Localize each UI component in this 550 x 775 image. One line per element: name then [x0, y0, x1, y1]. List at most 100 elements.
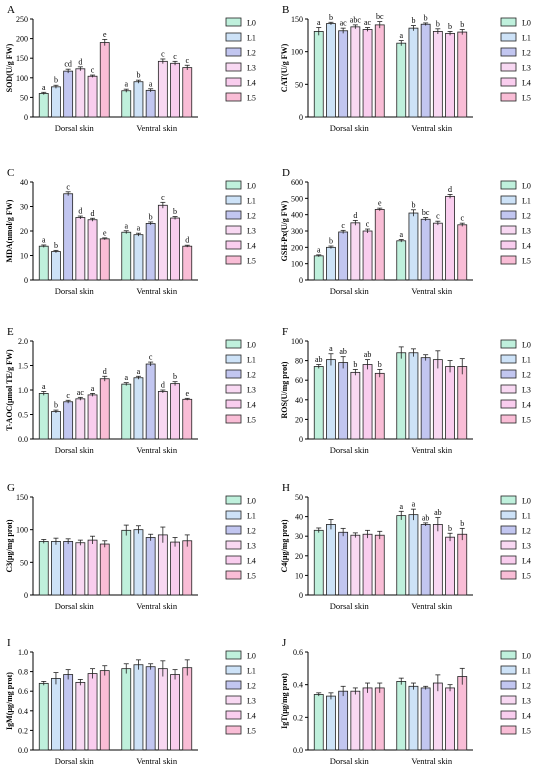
y-tick-label: 0	[24, 276, 28, 285]
category-label: Dorsal skin	[55, 445, 95, 455]
y-tick-label: 150	[16, 493, 28, 502]
significance-label: a	[137, 367, 141, 376]
category-label: Dorsal skin	[330, 445, 370, 455]
significance-label: a	[399, 31, 403, 40]
y-tick-label: 0.6	[293, 648, 303, 657]
legend-swatch	[500, 680, 517, 690]
significance-label: b	[353, 360, 357, 369]
legend-swatch	[225, 354, 242, 364]
bar	[313, 694, 324, 751]
significance-label: b	[54, 76, 58, 85]
legend-swatch	[225, 525, 242, 535]
panel-j: J IgT(μg/mg prot) 0.0 0.2 0.4 0.6 Dorsal skin V…	[280, 637, 531, 766]
bar	[87, 539, 98, 596]
significance-label: ab	[339, 347, 347, 356]
y-axis-label: CAT(U/g FW)	[280, 43, 289, 92]
y-tick-label: 20	[20, 227, 28, 236]
legend-label: L3	[247, 227, 256, 236]
bar	[420, 687, 431, 751]
legend-swatch	[225, 92, 242, 102]
significance-label: ab	[422, 513, 430, 522]
bar	[182, 398, 193, 440]
legend-label: L3	[522, 542, 531, 551]
significance-label: a	[317, 18, 321, 27]
bar	[170, 674, 180, 751]
y-tick-label: 0.8	[18, 668, 28, 677]
significance-label: ac	[77, 388, 85, 397]
legend-label: L4	[522, 712, 531, 721]
bar	[121, 383, 132, 440]
panel-letter: D	[282, 167, 290, 179]
bar	[157, 204, 168, 281]
bar	[326, 359, 336, 440]
bar	[432, 359, 443, 440]
legend-label: L0	[522, 497, 531, 506]
legend-swatch	[225, 665, 242, 675]
bar	[145, 89, 156, 118]
y-axis-label: SOD(U/g FW)	[5, 43, 14, 92]
legend-swatch	[225, 680, 242, 690]
significance-label: c	[460, 214, 464, 223]
legend-swatch	[500, 47, 517, 57]
significance-label: b	[411, 16, 415, 25]
bar	[121, 231, 132, 281]
bar	[374, 209, 385, 281]
y-tick-label: 150	[16, 54, 28, 63]
legend-label: L1	[247, 197, 256, 206]
bar	[145, 223, 156, 281]
significance-label: d	[103, 367, 107, 376]
legend-label: L2	[247, 682, 256, 691]
legend-swatch	[225, 725, 242, 735]
legend-swatch	[500, 525, 517, 535]
significance-label: cd	[64, 60, 72, 69]
bar	[157, 668, 168, 751]
legend-label: L5	[522, 727, 531, 736]
bar	[350, 371, 361, 440]
bar	[362, 364, 373, 440]
bar	[313, 255, 324, 281]
y-tick-label: 40	[20, 178, 28, 187]
bar	[182, 67, 193, 118]
bar	[326, 695, 336, 751]
bar	[420, 524, 431, 596]
y-tick-label: 50	[295, 80, 303, 89]
bar	[362, 29, 373, 118]
legend-label: L3	[247, 386, 256, 395]
y-tick-label: 0.0	[293, 746, 303, 755]
bar	[145, 666, 156, 751]
y-axis-label: T-AOC(μmol TE/g FW)	[5, 349, 14, 431]
legend-swatch	[500, 255, 517, 265]
bar	[63, 541, 74, 596]
significance-label: a	[124, 221, 128, 230]
category-label: Dorsal skin	[330, 601, 370, 611]
legend-label: L3	[522, 64, 531, 73]
significance-label: e	[378, 199, 382, 208]
bar	[133, 81, 144, 118]
legend-swatch	[500, 62, 517, 72]
significance-label: bc	[422, 208, 430, 217]
legend-label: L1	[522, 356, 531, 365]
bar	[396, 352, 407, 440]
significance-label: c	[436, 212, 440, 221]
y-tick-label: 0	[299, 435, 303, 444]
legend-swatch	[500, 32, 517, 42]
y-tick-label: 1.0	[18, 386, 28, 395]
legend-swatch	[500, 195, 517, 205]
y-tick-label: 200	[16, 35, 28, 44]
legend-swatch	[500, 555, 517, 565]
bar	[457, 676, 468, 751]
category-label: Ventral skin	[136, 123, 178, 133]
bar	[408, 27, 419, 118]
legend-label: L3	[247, 697, 256, 706]
significance-label: ab	[315, 355, 323, 364]
panel-letter: E	[7, 326, 14, 338]
legend-label: L5	[247, 416, 256, 425]
category-label: Dorsal skin	[55, 123, 95, 133]
significance-label: c	[66, 391, 70, 400]
legend-label: L1	[247, 667, 256, 676]
significance-label: b	[424, 13, 428, 22]
legend-swatch	[225, 32, 242, 42]
bar	[408, 685, 419, 751]
y-tick-label: 500	[291, 194, 303, 203]
